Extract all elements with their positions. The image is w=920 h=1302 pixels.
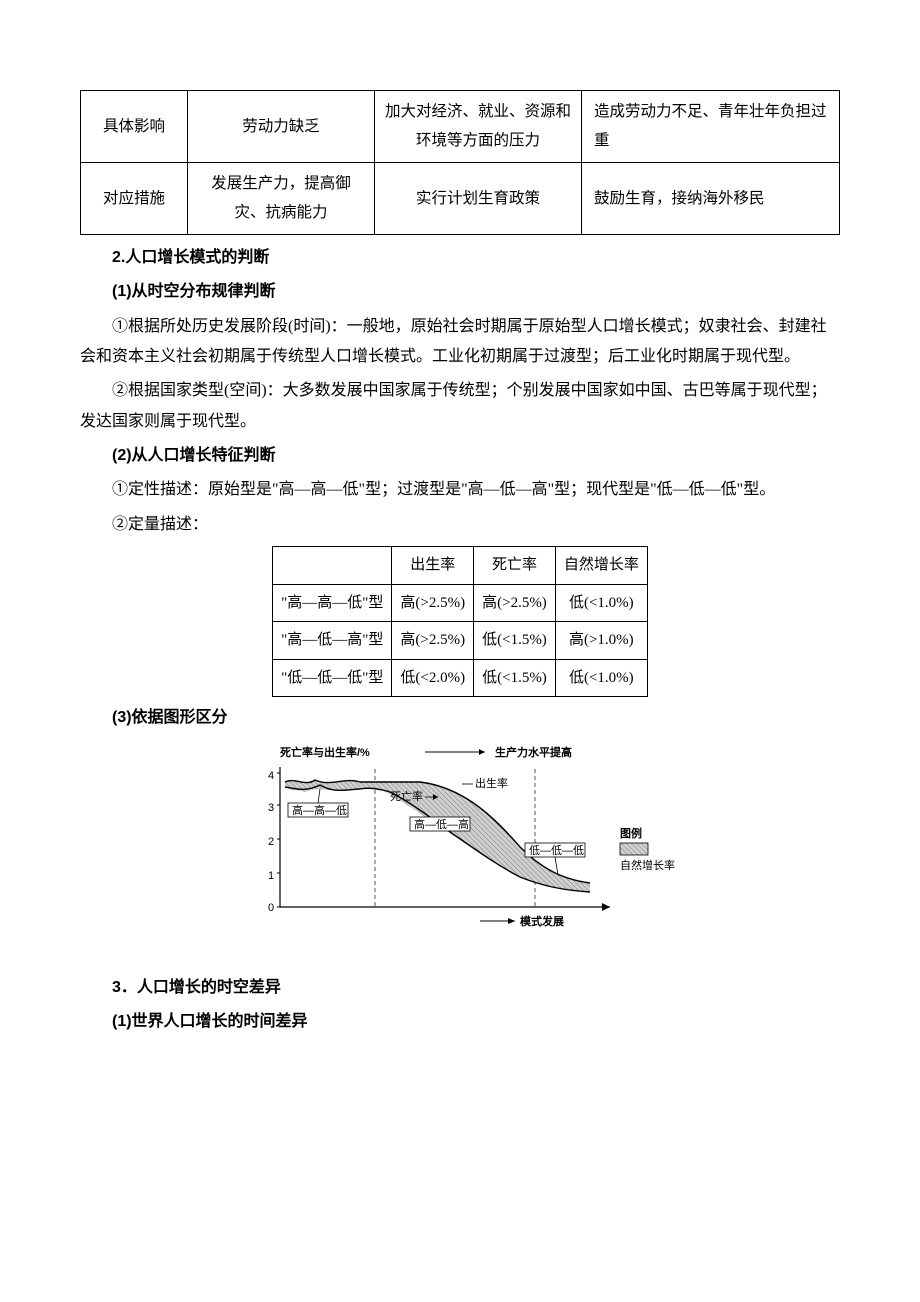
paragraph: ②定量描述： [80,510,840,540]
cell: 发展生产力，提高御灾、抗病能力 [188,162,375,234]
table-row: 出生率 死亡率 自然增长率 [273,547,648,585]
cell: 低(<1.5%) [474,622,556,660]
cell: 出生率 [392,547,474,585]
table-row: "高—低—高"型 高(>2.5%) 低(<1.5%) 高(>1.0%) [273,622,648,660]
birth-rate-label: 出生率 [475,776,508,790]
cell: 加大对经济、就业、资源和环境等方面的压力 [375,91,582,163]
cell: 低(<1.0%) [555,659,647,697]
cell: 高(>2.5%) [474,584,556,622]
arrow-right-icon [479,749,485,755]
cell: 鼓励生育，接纳海外移民 [582,162,840,234]
label-hlh: 高—低—高 [414,817,469,831]
cell: 低(<2.0%) [392,659,474,697]
cell: "高—高—低"型 [273,584,392,622]
y-ticks: 0 1 2 3 4 [268,770,280,914]
subsection-heading: (1)从时空分布规律判断 [80,277,840,307]
paragraph: ②根据国家类型(空间)：大多数发展中国家属于传统型；个别发展中国家如中国、古巴等… [80,376,840,437]
cell: 劳动力缺乏 [188,91,375,163]
section-heading: 2.人口增长模式的判断 [80,243,840,273]
impact-table: 具体影响 劳动力缺乏 加大对经济、就业、资源和环境等方面的压力 造成劳动力不足、… [80,90,840,235]
label-lll: 低—低—低 [529,844,584,857]
table-row: "低—低—低"型 低(<2.0%) 低(<1.5%) 低(<1.0%) [273,659,648,697]
section-heading: 3．人口增长的时空差异 [80,973,840,1003]
cell: 高(>1.0%) [555,622,647,660]
plot-area: 0 1 2 3 4 高—高—低 死亡率 出生率 [268,767,675,928]
cell: 造成劳动力不足、青年壮年负担过重 [582,91,840,163]
subsection-heading: (3)依据图形区分 [80,703,840,733]
svg-text:图例: 图例 [620,826,642,840]
paragraph: ①根据所处历史发展阶段(时间)：一般地，原始社会时期属于原始型人口增长模式；奴隶… [80,312,840,373]
table-row: 对应措施 发展生产力，提高御灾、抗病能力 实行计划生育政策 鼓励生育，接纳海外移… [81,162,840,234]
death-rate-label: 死亡率 [390,789,423,803]
subsection-heading: (1)世界人口增长的时间差异 [80,1007,840,1037]
paragraph: ①定性描述：原始型是"高—高—低"型；过渡型是"高—低—高"型；现代型是"低—低… [80,475,840,505]
svg-text:3: 3 [268,802,274,814]
svg-text:1: 1 [268,870,274,882]
cell: 死亡率 [474,547,556,585]
axis-label: 死亡率与出生率/% [280,745,370,759]
cell: "高—低—高"型 [273,622,392,660]
svg-text:4: 4 [268,770,274,782]
svg-text:自然增长率: 自然增长率 [620,858,675,872]
cell: 自然增长率 [555,547,647,585]
legend: 图例 自然增长率 [620,826,675,872]
subsection-heading: (2)从人口增长特征判断 [80,441,840,471]
label-hhl: 高—高—低 [292,803,347,817]
cell: 实行计划生育政策 [375,162,582,234]
chart-svg: 死亡率与出生率/% 生产力水平提高 0 1 2 3 4 [225,742,695,952]
cell: 低(<1.5%) [474,659,556,697]
row-header: 具体影响 [81,91,188,163]
row-header: 对应措施 [81,162,188,234]
svg-text:2: 2 [268,836,274,848]
cell: "低—低—低"型 [273,659,392,697]
rate-table: 出生率 死亡率 自然增长率 "高—高—低"型 高(>2.5%) 高(>2.5%)… [272,546,648,697]
axis-label: 生产力水平提高 [495,745,572,759]
table-row: 具体影响 劳动力缺乏 加大对经济、就业、资源和环境等方面的压力 造成劳动力不足、… [81,91,840,163]
cell: 高(>2.5%) [392,622,474,660]
cell: 低(<1.0%) [555,584,647,622]
cell [273,547,392,585]
demographic-transition-chart: 死亡率与出生率/% 生产力水平提高 0 1 2 3 4 [225,742,695,963]
arrow-right-icon [602,903,610,911]
svg-text:0: 0 [268,902,274,914]
x-axis-label: 模式发展 [520,914,565,928]
cell: 高(>2.5%) [392,584,474,622]
table-row: "高—高—低"型 高(>2.5%) 高(>2.5%) 低(<1.0%) [273,584,648,622]
